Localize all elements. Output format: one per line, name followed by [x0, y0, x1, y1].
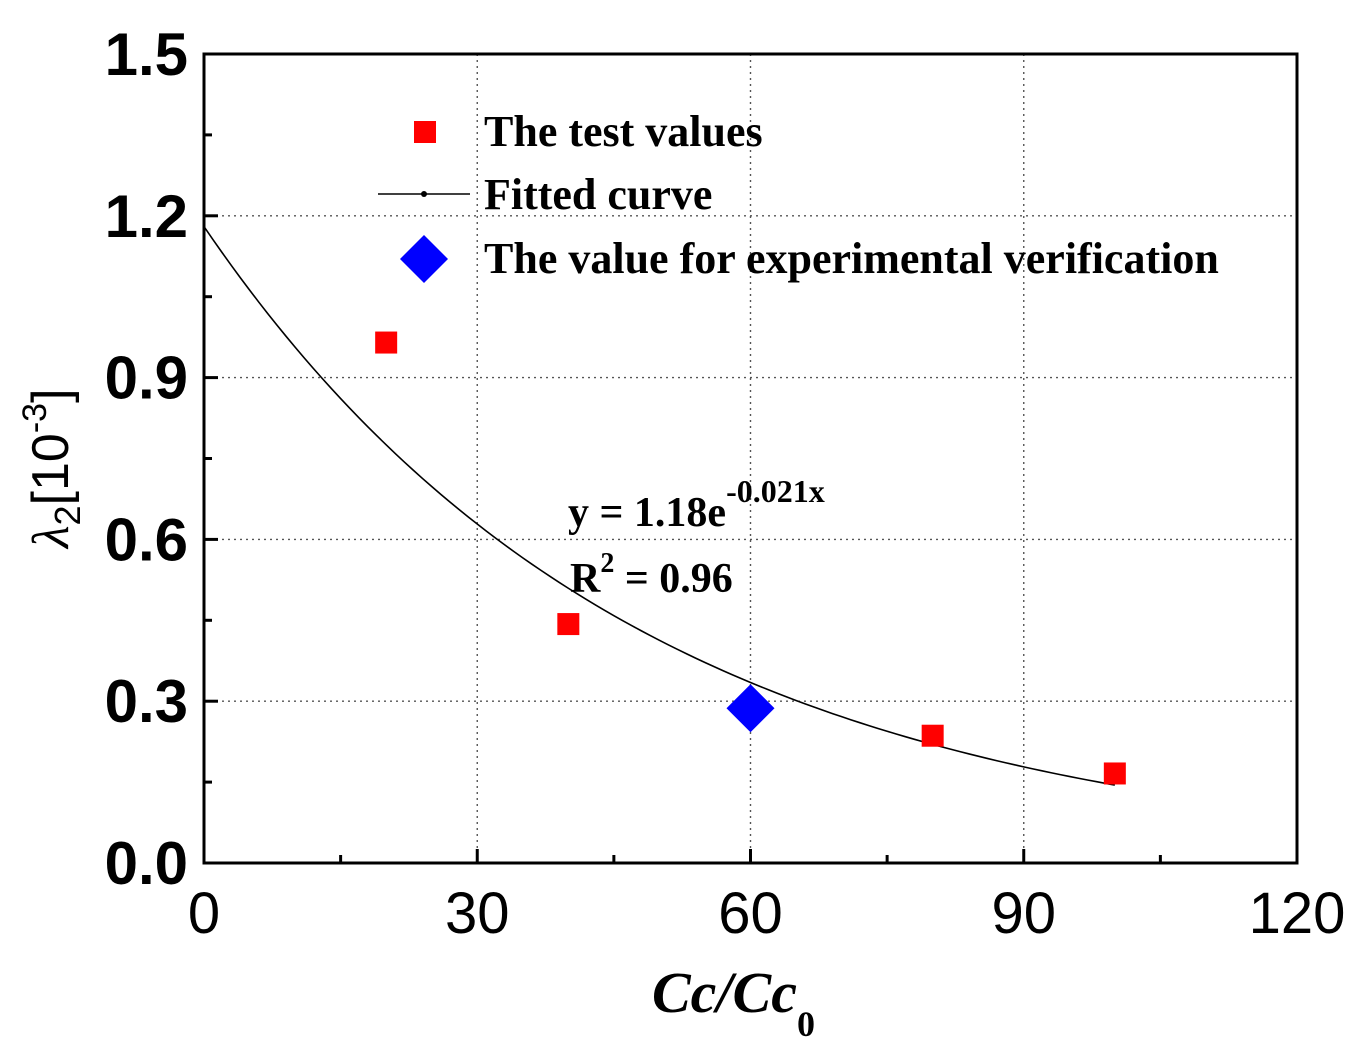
r2-value: = 0.96 [614, 556, 732, 602]
x-tick-label: 90 [991, 881, 1056, 946]
x-tick-label: 60 [718, 881, 783, 946]
legend-label-verification: The value for experimental verification [484, 234, 1219, 283]
y-axis-label-symbol: λ [23, 525, 80, 550]
y-tick-label: 0.6 [105, 506, 188, 573]
x-axis-label: Cc/Cc0 [652, 960, 815, 1044]
fit-equation: y = 1.18e-0.021x [568, 473, 825, 536]
fitted-curve-line [203, 226, 1115, 786]
fit-equation-exponent: -0.021x [726, 473, 825, 509]
y-axis-label: λ2[10-3] [16, 388, 88, 550]
legend-label-test-values: The test values [484, 107, 763, 156]
test-value-point [375, 331, 398, 354]
fit-r-squared: R2 = 0.96 [570, 548, 733, 602]
x-tick-label: 30 [445, 881, 510, 946]
y-axis-label-superscript: -3 [16, 403, 54, 433]
axis-ticks: 0 30 60 90 120 0.0 0.3 0.6 0.9 1.2 1.5 [105, 21, 1346, 946]
y-tick-label: 0.3 [105, 668, 188, 735]
test-value-point [557, 613, 580, 636]
data-points [375, 331, 1126, 785]
x-axis-label-main: Cc/Cc [652, 960, 797, 1025]
legend-marker-verification [400, 235, 448, 283]
y-tick-label: 1.2 [105, 183, 188, 250]
r2-label: R [570, 556, 601, 602]
r2-superscript: 2 [600, 548, 614, 579]
x-tick-label: 120 [1249, 881, 1346, 946]
x-tick-label: 0 [188, 881, 220, 946]
y-axis-label-bracket: [10 [22, 433, 80, 505]
y-axis-label-subscript: 2 [47, 505, 88, 525]
grid [204, 54, 1297, 863]
x-axis-label-subscript: 0 [797, 1004, 815, 1044]
legend: The test values Fitted curve The value f… [378, 107, 1219, 283]
y-tick-label: 0.9 [105, 345, 188, 412]
y-tick-label: 0.0 [105, 830, 188, 897]
y-axis-label-close: ] [22, 388, 80, 402]
test-value-point [1103, 762, 1126, 785]
legend-label-fitted-curve: Fitted curve [484, 170, 712, 219]
test-value-point [921, 724, 944, 747]
legend-marker-fitted-curve-dot [421, 191, 427, 197]
y-tick-label: 1.5 [105, 21, 188, 88]
legend-marker-test-values [414, 121, 436, 143]
fit-equation-main: y = 1.18e [568, 490, 726, 536]
verification-point [726, 684, 775, 733]
